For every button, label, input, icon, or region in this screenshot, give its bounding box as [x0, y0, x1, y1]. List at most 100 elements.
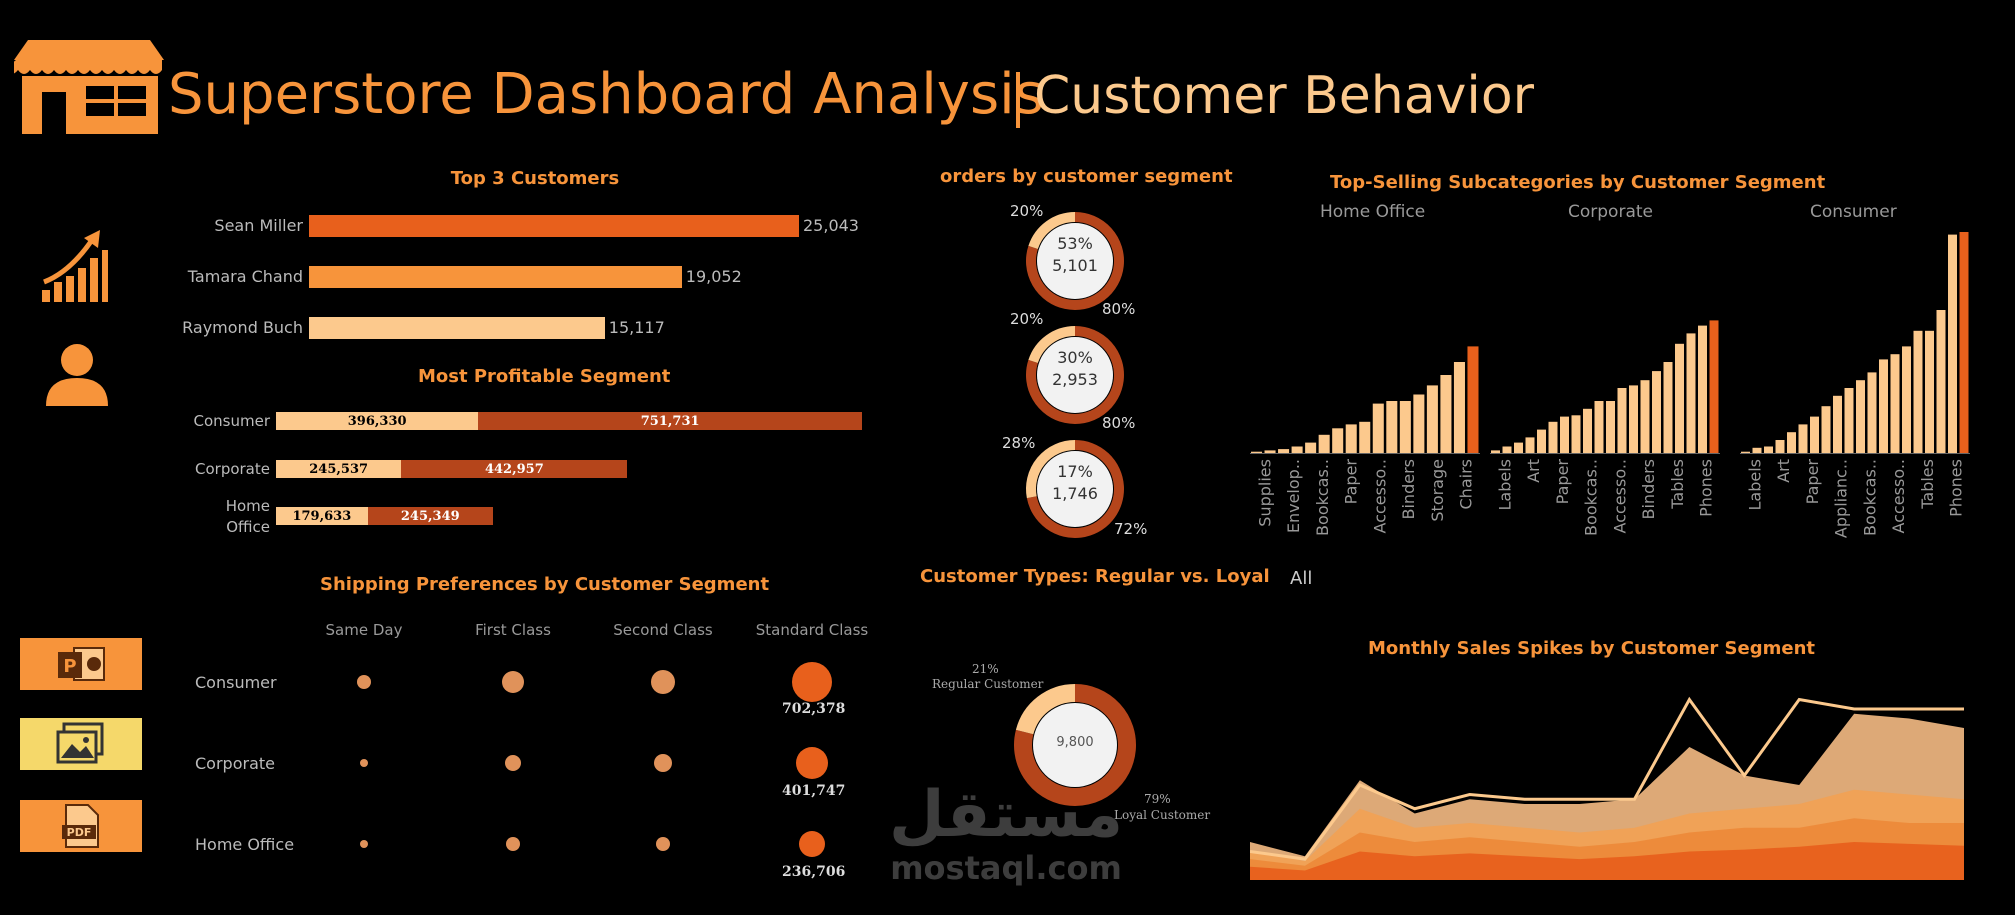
subcategory-bar — [1372, 403, 1384, 453]
shipping-dot — [357, 675, 371, 689]
donut-center-pct: 17% — [1057, 462, 1093, 481]
donut-center-count: 1,746 — [1052, 484, 1098, 503]
subcategory-bar — [1925, 330, 1934, 453]
subcategory-bar — [1663, 362, 1673, 453]
shipping-dot — [656, 837, 670, 851]
donut-center-pct: 53% — [1057, 234, 1093, 253]
customer-types-title: Customer Types: Regular vs. Loyal — [920, 566, 1270, 587]
subcategory-axis-label: Tables — [1668, 459, 1687, 510]
powerpoint-export-button[interactable]: P — [20, 638, 142, 690]
subcategory-bar — [1652, 371, 1661, 453]
subcategory-bar — [1548, 421, 1558, 453]
image-export-button[interactable] — [20, 718, 142, 770]
pdf-export-button[interactable]: PDF — [20, 800, 142, 852]
monthly-sales-title: Monthly Sales Spikes by Customer Segment — [1368, 638, 1815, 659]
subcategory-axis-label: Binders — [1639, 459, 1658, 519]
shipping-dot — [796, 747, 828, 779]
subcategory-axis-label: Labels — [1495, 459, 1514, 511]
subcategory-bar — [1440, 375, 1452, 453]
subcategory-axis-label: Paper — [1342, 459, 1361, 505]
user-icon[interactable] — [44, 342, 110, 412]
loyal-segment — [1014, 684, 1136, 806]
customer-value: 19,052 — [685, 267, 742, 286]
shipping-dot — [799, 831, 825, 857]
subcategory-bar — [1675, 343, 1684, 453]
segment-label: Office — [226, 518, 270, 536]
donut-center — [1037, 451, 1113, 527]
subcategory-axis-label: Binders — [1399, 459, 1418, 519]
subcategory-axis-label: Phones — [1947, 459, 1966, 517]
subcategory-bar — [1741, 451, 1750, 453]
subcategory-bar — [1867, 372, 1877, 453]
subcategory-axis-label: Envelop.. — [1284, 459, 1303, 533]
shipping-row-label: Corporate — [195, 754, 275, 773]
orders-segment-title: orders by customer segment — [940, 166, 1233, 187]
svg-text:P: P — [63, 656, 76, 677]
donut-center-count: 5,101 — [1052, 256, 1098, 275]
subcategory-bar — [1318, 434, 1330, 453]
shipping-dot — [651, 670, 675, 694]
subcategory-bar — [1709, 320, 1719, 453]
customer-bar — [309, 317, 605, 339]
orders-donut — [1026, 326, 1124, 424]
subcategory-axis-label: Tables — [1918, 459, 1937, 510]
customer-value: 15,117 — [608, 318, 665, 337]
shipping-dot — [654, 754, 672, 772]
segment-bar-part1: 396,330 — [276, 412, 479, 430]
subcategory-axis-label: Art — [1524, 459, 1543, 483]
customer-bar — [309, 266, 682, 288]
donut-small-segment — [1028, 326, 1076, 364]
subcategory-axis-label: Phones — [1697, 459, 1716, 517]
growth-chart-icon[interactable] — [40, 228, 110, 308]
segment-filter[interactable]: All — [1290, 568, 1313, 589]
watermark-arabic: مستقل — [888, 778, 1124, 852]
subcategory-bar — [1525, 437, 1535, 453]
subcategory-bar-chart: Supplies Envelop.. Bookcas.. Paper Accesso..… — [1250, 232, 1970, 538]
subcategory-bar — [1959, 232, 1969, 453]
standard-class-value: 236,706 — [782, 864, 846, 880]
image-icon — [56, 722, 104, 764]
profitable-segment-title: Most Profitable Segment — [418, 366, 671, 387]
subcategory-axis-label: Accesso.. — [1889, 459, 1908, 533]
subcategory-bar — [1413, 394, 1425, 453]
donut-center — [1037, 223, 1113, 299]
segment-label: Consumer — [193, 412, 271, 430]
donut-large-label: 80% — [1102, 300, 1136, 318]
svg-text:PDF: PDF — [67, 826, 92, 839]
subcategory-axis-label: Paper — [1553, 459, 1572, 505]
regular-label: Regular Customer — [932, 677, 1044, 691]
loyal-label: Loyal Customer — [1114, 808, 1211, 822]
store-logo-icon — [4, 36, 164, 140]
subcategory-axis-label: Bookcas.. — [1582, 459, 1601, 536]
regular-pct: 21% — [972, 662, 999, 676]
top-customers-title: Top 3 Customers — [450, 168, 620, 189]
monthly-area-layer — [1250, 842, 1964, 880]
subcategory-bar — [1399, 401, 1411, 453]
shipping-dot — [360, 759, 368, 767]
subcategory-bar — [1833, 395, 1842, 453]
subcategory-bar — [1278, 449, 1290, 453]
donut-center-count: 2,953 — [1052, 370, 1098, 389]
subcategory-bar — [1948, 234, 1957, 453]
subcategory-bar — [1359, 421, 1371, 453]
customer-name: Sean Miller — [214, 216, 303, 235]
subcategory-axis-label: Applianc.. — [1832, 459, 1851, 538]
shipping-title: Shipping Preferences by Customer Segment — [320, 574, 770, 595]
subcategory-axis-label: Storage — [1428, 459, 1447, 522]
subcategory-bar — [1890, 354, 1900, 453]
subcategory-bar — [1764, 446, 1773, 453]
standard-class-value: 702,378 — [782, 701, 846, 717]
subcategory-axis-label: Chairs — [1457, 459, 1476, 509]
monthly-spike-line — [1250, 696, 1964, 861]
donut-large-segment — [1026, 440, 1124, 538]
subcategory-bar — [1936, 310, 1946, 453]
subcategory-bar — [1305, 442, 1317, 453]
subcategory-bar — [1902, 346, 1911, 453]
subcategory-bar — [1345, 424, 1357, 453]
subcategory-bar — [1686, 333, 1696, 453]
subcategory-bar — [1606, 401, 1615, 453]
donut-small-label: 20% — [1010, 202, 1044, 220]
subcategory-bar — [1514, 442, 1523, 453]
donut-small-segment — [1026, 440, 1076, 499]
subcategory-bar — [1856, 380, 1865, 453]
